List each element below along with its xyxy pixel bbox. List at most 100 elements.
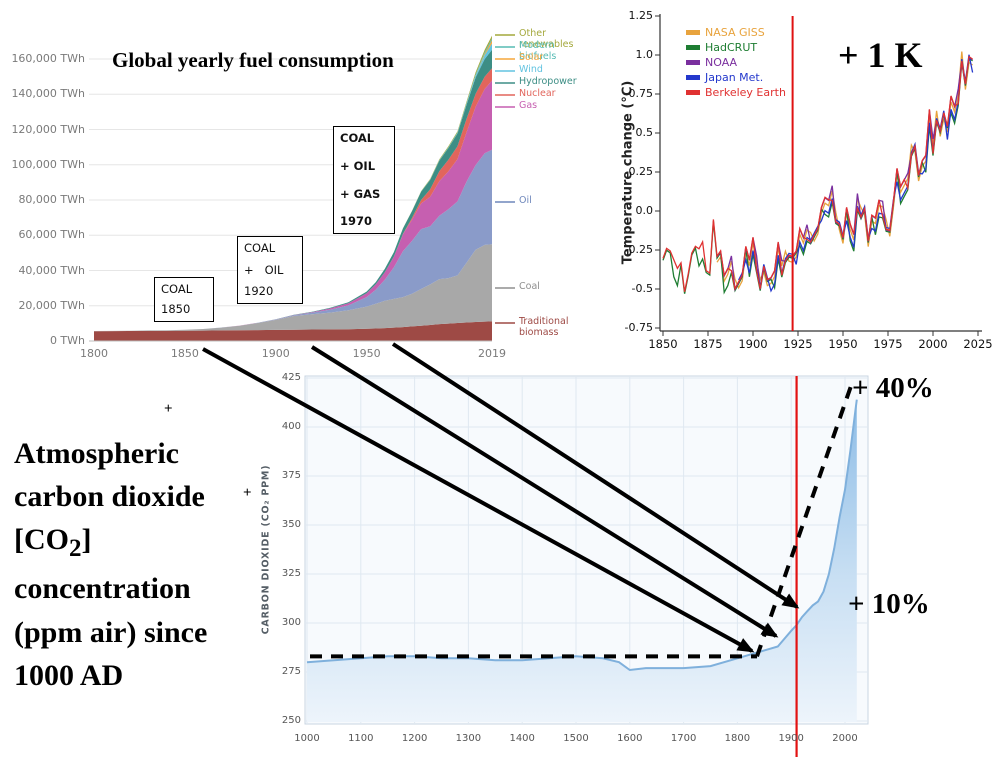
- co2-y-tick-label: 300: [281, 617, 301, 628]
- plus-mark-2: +: [243, 485, 252, 501]
- annotation-line: + OIL: [340, 158, 376, 173]
- left-note: Atmospheric carbon dioxide [CO2] concent…: [14, 432, 266, 697]
- co2-annotation-plus-40-percent: + 40%: [852, 372, 934, 404]
- connector-arrow-3: [391, 342, 800, 609]
- annotation-line: 1970: [340, 214, 373, 229]
- left-note-line-2: carbon dioxide: [14, 480, 205, 514]
- fuel-legend-wind: Wind: [519, 64, 543, 75]
- co2-y-tick-label: 250: [281, 715, 301, 726]
- co2-y-tick-label: 375: [281, 470, 301, 481]
- co2-x-tick-label: 1300: [455, 733, 482, 744]
- co2-y-tick-label: 325: [281, 568, 301, 579]
- co2-y-tick-label: 400: [281, 421, 301, 432]
- temp-y-tick-label: 0.75: [628, 87, 654, 100]
- temp-y-tick-label: 1.0: [635, 48, 654, 61]
- co2-y-tick-label: 425: [281, 372, 301, 383]
- fuel-y-tick-label: 20,000 TWh: [18, 298, 85, 312]
- temp-x-tick-label: 1950: [828, 337, 858, 351]
- co2-y-tick-label: 350: [281, 519, 301, 530]
- temp-legend-label-5: Berkeley Earth: [705, 86, 786, 99]
- temp-line-berkeley-earth: [662, 55, 973, 292]
- connector-arrow-1: [202, 347, 755, 653]
- temp-x-tick-label: 1900: [738, 337, 768, 351]
- co2-x-tick-label: 1400: [509, 733, 535, 744]
- temp-annotation-plus-1k: + 1 K: [838, 35, 923, 75]
- temp-x-tick-label: 2000: [918, 337, 948, 351]
- annotation-coal-oil-1920: COAL + OIL 1920: [237, 236, 303, 304]
- fuel-x-tick-label: 1950: [352, 347, 381, 360]
- temp-y-tick-label: -0.75: [624, 321, 653, 334]
- co2-rise-dashed-line: [755, 385, 853, 657]
- fuel-legend-solar: Solar: [519, 52, 544, 63]
- left-note-line-1: Atmospheric: [14, 437, 179, 470]
- temp-legend-swatch: [686, 75, 700, 80]
- fuel-chart-title: Global yearly fuel consumption: [112, 48, 394, 72]
- temp-x-tick-label: 1925: [783, 337, 813, 351]
- temp-x-tick-label: 1850: [648, 337, 678, 351]
- annotation-line: COAL: [340, 131, 375, 145]
- co2-x-tick-label: 2000: [832, 733, 858, 744]
- fuel-stacked-areas: [94, 35, 492, 341]
- fuel-area-oil: [94, 149, 492, 331]
- co2-x-tick-label: 1500: [563, 733, 589, 744]
- annotation-line: + OIL: [244, 262, 284, 277]
- temp-legend-label-3: NOAA: [705, 56, 738, 69]
- fuel-legend-other-renewables: Other renewables: [519, 28, 574, 50]
- left-note-line-6: 1000 AD: [14, 658, 124, 692]
- temp-y-tick-label: -0.25: [624, 243, 653, 256]
- annotation-line: COAL: [244, 241, 276, 255]
- temp-legend-swatch: [686, 90, 700, 95]
- fuel-legend-hydropower: Hydropower: [519, 76, 577, 87]
- fuel-legend-oil: Oil: [519, 195, 532, 206]
- connector-arrow-2: [310, 345, 779, 638]
- annotation-coal-1850: COAL 1850: [154, 277, 214, 322]
- fuel-legend-nuclear: Nuclear: [519, 88, 556, 99]
- co2-y-tick-label: 275: [281, 666, 301, 677]
- fuel-y-tick-label: 160,000 TWh: [11, 52, 85, 65]
- annotation-line: + GAS: [340, 186, 381, 201]
- temp-x-tick-label: 1975: [873, 337, 903, 351]
- fuel-x-tick-label: 1850: [170, 347, 199, 360]
- temp-y-tick-label: 1.25: [628, 9, 654, 22]
- plus-mark-1: +: [164, 401, 173, 417]
- temp-x-tick-label: 2025: [963, 337, 993, 351]
- temp-y-tick-label: -0.5: [631, 282, 653, 295]
- fuel-legend-gas: Gas: [519, 100, 538, 111]
- co2-x-tick-label: 1000: [294, 733, 320, 744]
- co2-x-tick-label: 1800: [724, 733, 751, 744]
- fuel-legend-coal: Coal: [519, 281, 540, 292]
- left-note-line-3: [CO2]: [14, 518, 266, 567]
- co2-bracket-open: [CO: [14, 523, 69, 557]
- fuel-legend-modern-biofuels: Modern biofuels: [519, 40, 557, 62]
- co2-subscript: 2: [69, 535, 82, 563]
- co2-x-tick-label: 1200: [401, 733, 428, 744]
- fuel-x-tick-label: 1800: [80, 347, 108, 360]
- annotation-coal-oil-gas-1970: COAL + OIL + GAS 1970: [333, 126, 395, 234]
- fuel-area-gas: [94, 80, 492, 331]
- co2-x-tick-label: 1600: [617, 733, 643, 744]
- co2-bracket-close: ]: [81, 523, 92, 557]
- fuel-x-tick-label: 2019: [478, 347, 506, 360]
- fuel-y-tick-label: 140,000 TWh: [11, 87, 85, 101]
- temp-y-tick-label: 0.5: [635, 126, 654, 139]
- temp-legend-swatch: [686, 30, 700, 35]
- annotation-line: 1920: [244, 284, 274, 299]
- fuel-legend-traditional-biomass: Traditional biomass: [519, 316, 569, 338]
- temp-y-tick-label: 0.25: [628, 165, 654, 178]
- fuel-y-tick-label: 120,000 TWh: [11, 122, 85, 136]
- temp-legend-swatch: [686, 60, 700, 65]
- temp-legend-swatch: [686, 45, 700, 50]
- fuel-area-traditional-biomass: [94, 321, 492, 341]
- co2-annotation-plus-10-percent: + 10%: [848, 588, 930, 620]
- temp-legend-label-1: NASA GISS: [705, 26, 765, 39]
- annotation-line: COAL: [161, 282, 193, 296]
- temp-legend-label-4: Japan Met.: [705, 71, 764, 84]
- fuel-y-tick-label: 0 TWh: [49, 334, 85, 347]
- fuel-y-tick-label: 100,000 TWh: [11, 157, 85, 171]
- temp-y-tick-label: 0.0: [635, 204, 654, 217]
- fuel-x-tick-label: 1900: [261, 347, 290, 360]
- left-note-line-4: concentration: [14, 572, 191, 606]
- fuel-y-tick-label: 60,000 TWh: [18, 228, 85, 242]
